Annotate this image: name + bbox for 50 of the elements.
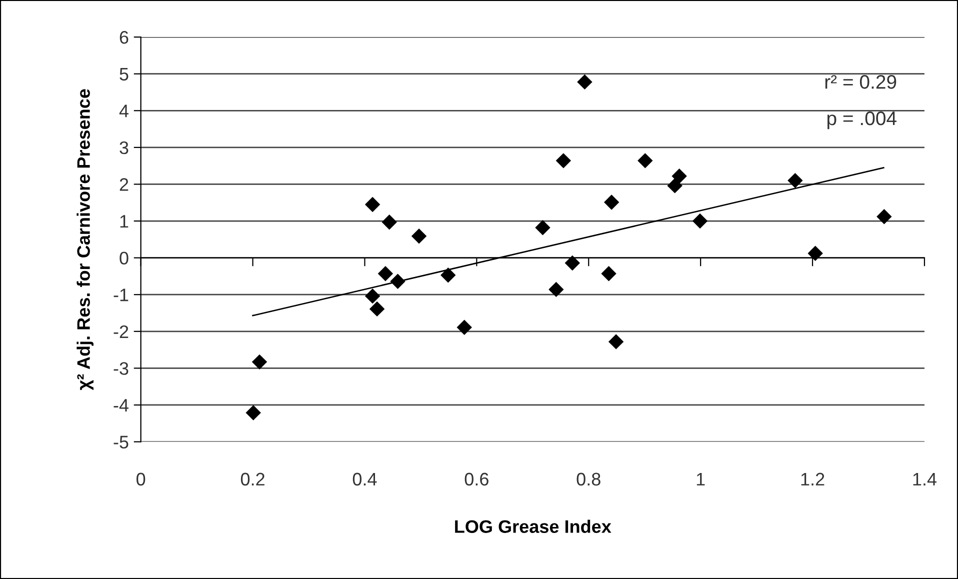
point: [382, 214, 397, 230]
point: [535, 220, 550, 236]
y-tick-label: 5: [120, 68, 128, 81]
x-tick-label: 0.6: [464, 472, 488, 486]
point: [378, 266, 394, 282]
y-tick-label: 4: [119, 104, 128, 118]
point: [564, 255, 580, 271]
x-tick-label: 0.2: [240, 472, 264, 486]
y-tick-label: 1: [120, 215, 128, 228]
point: [808, 246, 823, 262]
annotation: r² = 0.29: [825, 75, 896, 89]
point: [692, 213, 708, 229]
point: [390, 274, 406, 289]
point: [369, 301, 385, 317]
annotation: p = .004: [827, 111, 896, 130]
y-tick-label: 3: [120, 141, 128, 154]
y-tick-label: 0: [120, 252, 128, 265]
x-tick-label: 1: [696, 472, 705, 486]
point: [667, 178, 682, 194]
point: [638, 153, 653, 168]
y-tick-label: 6: [120, 30, 128, 44]
x-tick-label: 0: [136, 472, 146, 486]
y-tick-label: -2: [114, 325, 128, 338]
point: [788, 172, 803, 188]
point: [672, 168, 687, 184]
x-tick-label: 1.4: [913, 472, 936, 486]
x-tick-label: 1.2: [801, 472, 824, 486]
point: [608, 334, 624, 350]
point: [246, 405, 261, 420]
point: [456, 320, 472, 335]
point: [548, 282, 564, 298]
point: [876, 209, 892, 224]
y-axis-title: χ² Adj. Res. for Carnivore Presence: [76, 89, 94, 390]
y-tick-label: 2: [120, 178, 128, 191]
x-tick-label: 0.4: [352, 472, 377, 486]
y-tick-label: -4: [114, 399, 128, 412]
point: [252, 354, 268, 370]
point: [440, 268, 456, 283]
x-tick-label: 0.8: [576, 472, 600, 486]
point: [556, 153, 572, 168]
y-tick-label: -3: [114, 362, 128, 375]
x-axis-title: LOG Grease Index: [455, 520, 612, 533]
point: [604, 194, 620, 210]
point: [601, 266, 616, 282]
y-tick-label: -5: [114, 436, 128, 448]
point: [577, 74, 592, 90]
point: [364, 288, 380, 304]
y-tick-label: -1: [114, 288, 128, 302]
point: [364, 196, 380, 212]
point: [411, 228, 427, 244]
